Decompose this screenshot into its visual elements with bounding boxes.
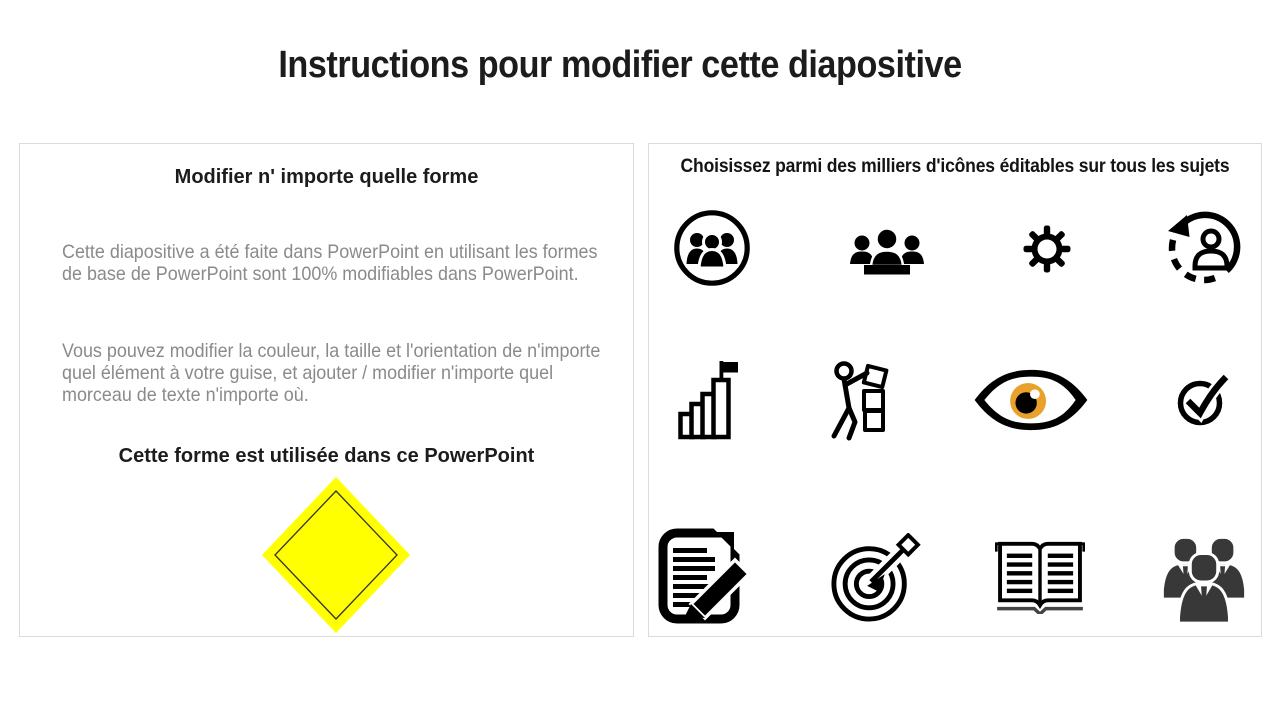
- businessmen-icon: [1158, 533, 1250, 625]
- team-circle-icon: [672, 208, 752, 288]
- growth-flag-icon: [678, 358, 740, 440]
- box-stacking-icon: [823, 358, 889, 442]
- left-panel-paragraph-1: Cette diapositive a été faite dans Power…: [62, 241, 598, 286]
- left-panel-heading: Modifier n' importe quelle forme: [174, 166, 479, 188]
- yellow-diamond-shape: [261, 476, 411, 634]
- left-instructions-panel: Modifier n' importe quelle forme Cette d…: [19, 143, 634, 637]
- target-dart-icon: [827, 532, 921, 623]
- left-panel-subheading: Cette forme est utilisée dans ce PowerPo…: [118, 445, 535, 467]
- diamond-icon: [262, 477, 410, 633]
- gear-icon: [1023, 225, 1071, 273]
- right-panel-heading: Choisissez parmi des milliers d'icônes é…: [680, 155, 1230, 177]
- open-book-icon: [994, 538, 1086, 617]
- check-circle-icon: [1175, 370, 1233, 428]
- page-title: Instructions pour modifier cette diaposi…: [278, 44, 962, 86]
- group-people-icon: [847, 226, 927, 276]
- right-icons-panel: Choisissez parmi des milliers d'icônes é…: [648, 143, 1262, 637]
- eye-icon: [971, 366, 1091, 434]
- user-sync-icon: [1165, 209, 1243, 287]
- document-pen-icon: [657, 528, 761, 624]
- left-panel-paragraph-2: Vous pouvez modifier la couleur, la tail…: [62, 340, 601, 407]
